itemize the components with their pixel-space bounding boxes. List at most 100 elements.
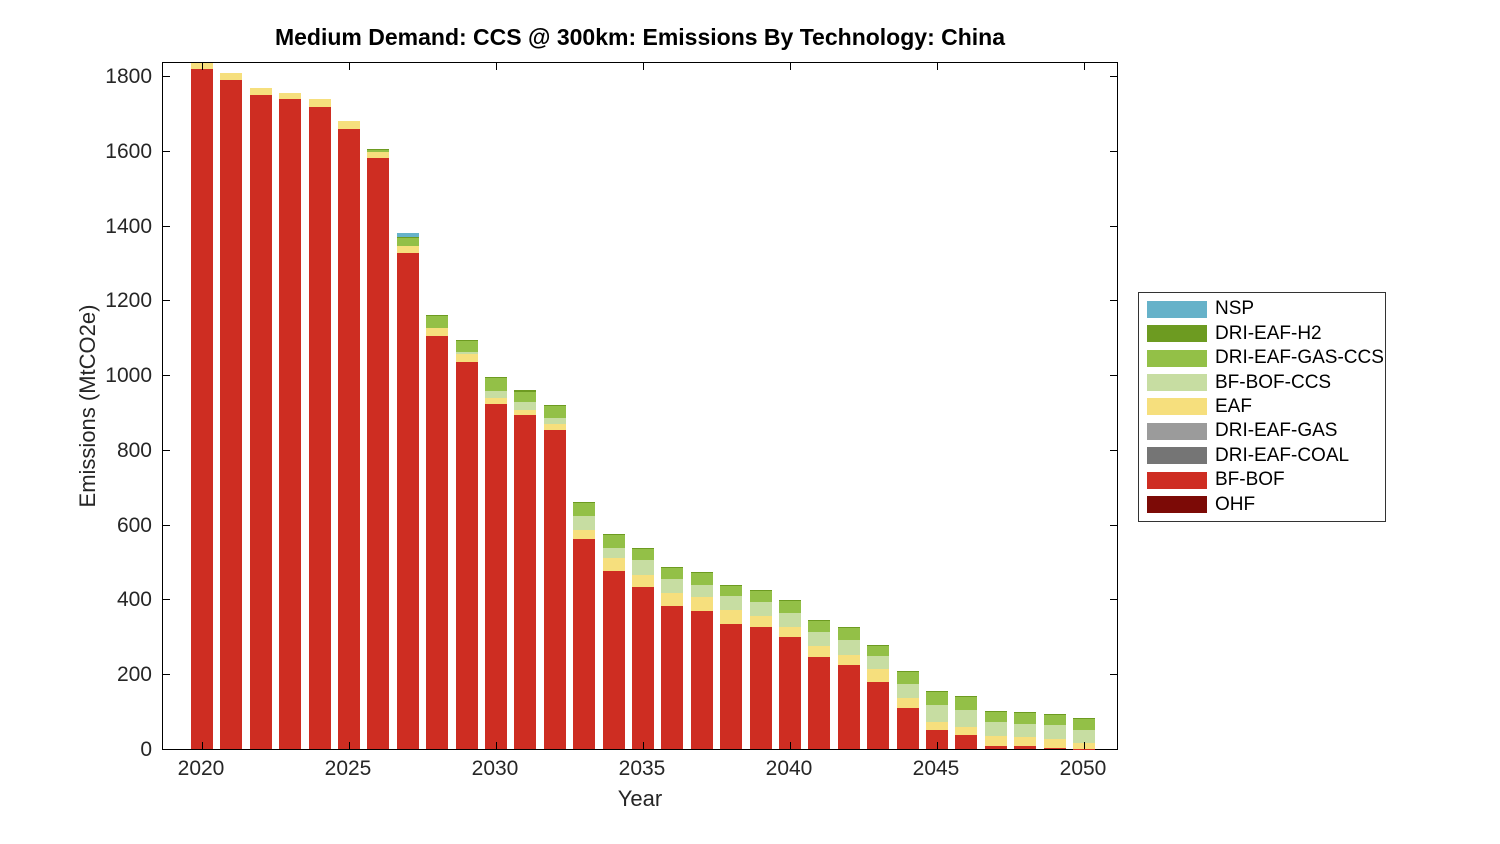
y-axis-tick [163,674,170,676]
bar-segment-BF-BOF-CCS [455,352,478,355]
bar-segment-BF-BOF [779,637,801,749]
bar-segment-BF-BOF [690,610,713,749]
bar-column-2026 [367,61,390,749]
bar-column-2021 [220,61,243,749]
bar-segment-DRI-EAF-GAS-CCS [1043,714,1066,726]
bar-segment-DRI-EAF-GAS-CCS [984,711,1007,723]
bar-segment-DRI-EAF-H2 [779,600,801,602]
bar-segment-BF-BOF [279,99,302,749]
legend-item-DRI-EAF-GAS: DRI-EAF-GAS [1147,420,1377,442]
bar-segment-BF-BOF-CCS [514,402,537,410]
bar-segment-BF-BOF [955,734,978,749]
bar-segment-EAF [661,593,684,606]
bar-segment-EAF [485,397,507,404]
bar-column-2028 [426,61,449,749]
legend-label: OHF [1215,493,1256,515]
bar-segment-EAF [249,87,272,96]
bar-segment-BF-BOF-CCS [543,418,566,425]
x-axis-tick-top [349,63,350,70]
legend-swatch [1147,422,1207,440]
bar-segment-BF-BOF-CCS [896,684,919,699]
bar-column-2043 [867,61,890,749]
bar-segment-EAF [926,721,948,730]
bar-segment-EAF [602,558,625,571]
bar-segment-EAF [720,610,743,625]
legend-label: BF-BOF-CCS [1215,371,1332,393]
bar-segment-EAF [543,424,566,431]
bar-segment-DRI-EAF-GAS-CCS [779,601,801,613]
legend-swatch [1147,398,1207,416]
y-axis-tick-right [1110,524,1117,526]
bar-segment-DRI-EAF-GAS-CCS [543,405,566,419]
bar-segment-DRI-EAF-GAS-CCS [632,549,654,561]
bar-segment-BF-BOF [602,570,625,749]
bar-segment-DRI-EAF-GAS-CCS [808,620,831,632]
bar-segment-BF-BOF [1043,747,1066,749]
bar-segment-BF-BOF-CCS [661,579,684,594]
y-tick-label: 1600 [105,139,152,163]
y-axis-tick [163,524,170,526]
x-axis-tick [349,742,350,749]
y-axis-tick [163,599,170,601]
legend-swatch [1147,496,1207,514]
bar-segment-DRI-EAF-GAS-CCS [690,573,713,585]
bar-segment-BF-BOF [896,708,919,749]
bar-segment-BF-BOF-CCS [632,560,654,576]
bar-segment-EAF [867,669,890,682]
legend-label: DRI-EAF-GAS [1215,420,1338,442]
bar-segment-BF-BOF-CCS [808,631,831,646]
bar-segment-BF-BOF [249,95,272,749]
x-tick-label: 2035 [618,757,666,780]
bar-segment-DRI-EAF-H2 [1043,713,1066,715]
y-axis-tick [163,150,170,152]
bar-segment-EAF [514,409,537,416]
bar-segment-NSP [396,233,419,238]
bar-segment-BF-BOF [543,430,566,749]
legend-label: NSP [1215,298,1255,320]
bar-segment-BF-BOF [661,605,684,749]
bar-segment-BF-BOF [926,729,948,749]
bar-segment-DRI-EAF-H2 [1014,712,1037,714]
bar-segment-DRI-EAF-H2 [455,339,478,341]
bar-segment-EAF [1043,739,1066,748]
bar-column-2023 [279,61,302,749]
legend-item-BF-BOF-CCS: BF-BOF-CCS [1147,372,1377,394]
x-axis-tick-top [496,63,497,70]
legend-label: BF-BOF [1215,469,1285,491]
bar-segment-BF-BOF-CCS [720,596,743,611]
x-axis-tick [1084,742,1085,749]
x-tick-label: 2030 [471,757,519,780]
bar-column-2035 [632,61,654,749]
bar-segment-EAF [896,698,919,709]
bar-segment-BF-BOF-CCS [485,391,507,398]
bar-segment-DRI-EAF-H2 [984,710,1007,712]
bar-segment-BF-BOF [191,68,213,749]
bar-segment-DRI-EAF-GAS-CCS [1014,713,1037,724]
bar-segment-DRI-EAF-H2 [543,404,566,406]
legend-item-DRI-EAF-COAL: DRI-EAF-COAL [1147,445,1377,467]
bar-segment-DRI-EAF-H2 [1073,718,1095,720]
bar-segment-DRI-EAF-GAS-CCS [514,391,537,403]
bar-column-2033 [573,61,596,749]
bar-segment-EAF [455,354,478,362]
bar-segment-EAF [338,121,360,129]
bar-column-2020 [191,61,213,749]
bar-segment-EAF [955,726,978,735]
bar-segment-DRI-EAF-H2 [808,619,831,621]
y-axis-tick-right [1110,225,1117,227]
bar-segment-DRI-EAF-H2 [867,644,890,646]
bar-segment-DRI-EAF-H2 [632,548,654,550]
bar-segment-BF-BOF [808,657,831,749]
bar-segment-EAF [426,327,449,337]
bar-segment-DRI-EAF-GAS-CCS [1073,719,1095,730]
bar-segment-DRI-EAF-H2 [485,376,507,379]
bar-column-2036 [661,61,684,749]
legend-label: DRI-EAF-H2 [1215,322,1322,344]
x-axis-tick [643,742,644,749]
bar-segment-BF-BOF [632,586,654,749]
bar-segment-EAF [984,736,1007,746]
x-axis-label: Year [617,786,663,811]
bar-segment-EAF [220,72,243,81]
y-axis-tick [163,749,170,750]
bar-segment-BF-BOF [749,626,772,749]
